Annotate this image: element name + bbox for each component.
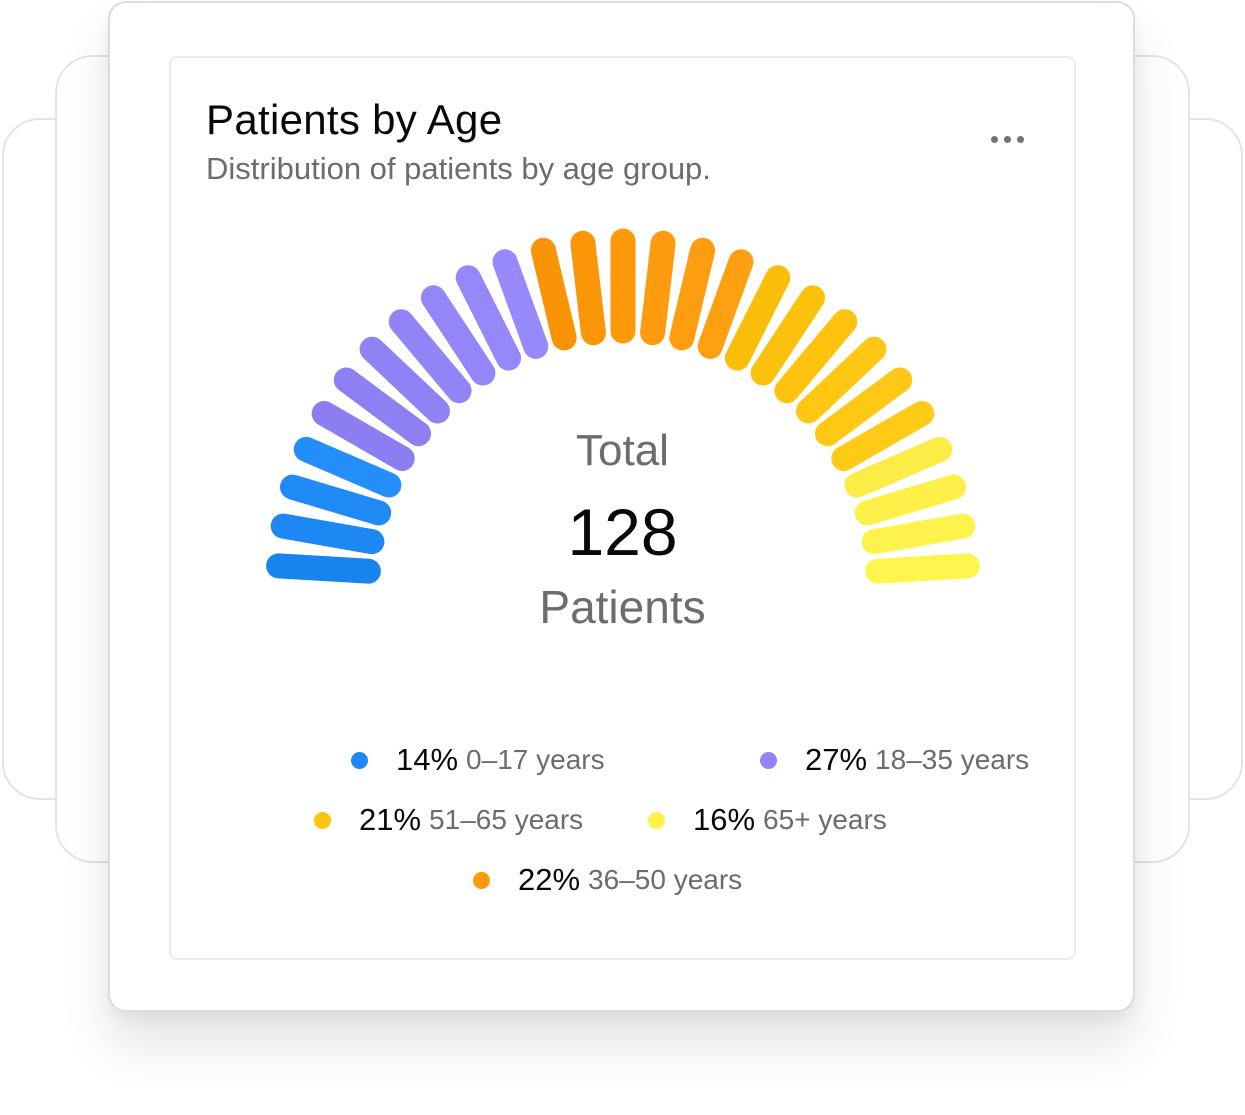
more-horizontal-icon xyxy=(1016,135,1024,143)
gauge-bar xyxy=(420,285,496,386)
gauge-bar xyxy=(333,367,431,447)
chart-subtitle: Distribution of patients by age group. xyxy=(206,151,711,186)
total-value: 128 xyxy=(567,495,678,569)
gauge-bar xyxy=(796,336,887,424)
age-gauge-chart xyxy=(266,228,980,584)
legend-range: 51–65 years xyxy=(429,804,584,835)
legend-item: 16% 65+ years xyxy=(648,802,887,838)
gauge-bar xyxy=(492,249,549,359)
more-horizontal-icon xyxy=(990,135,998,143)
legend-range: 18–35 years xyxy=(875,744,1030,775)
gauge-bar xyxy=(530,237,577,351)
legend-range: 36–50 years xyxy=(588,864,743,895)
total-unit: Patients xyxy=(539,581,706,633)
gauge-bar xyxy=(270,513,385,555)
legend-item: 14% 0–17 years xyxy=(351,742,605,778)
gauge-bar xyxy=(293,436,402,498)
total-label: Total xyxy=(576,426,669,475)
legend-dot xyxy=(648,811,665,829)
gauge-bar xyxy=(750,285,826,386)
more-options-button[interactable] xyxy=(977,124,1037,154)
legend-percent: 21% xyxy=(359,802,422,837)
chart-panel: Patients by Age Distribution of patients… xyxy=(169,56,1076,960)
gauge-bar xyxy=(388,309,472,404)
more-horizontal-icon xyxy=(1003,135,1011,143)
gauge-bar xyxy=(640,230,676,346)
gauge-bar xyxy=(861,513,976,555)
legend-percent: 16% xyxy=(693,802,756,837)
gauge-bar xyxy=(359,336,450,424)
gauge-bar xyxy=(280,474,392,526)
gauge-bar xyxy=(854,474,966,526)
legend-range: 0–17 years xyxy=(466,744,605,775)
gauge-bar xyxy=(815,367,913,447)
legend-item: 21% 51–65 years xyxy=(314,802,583,838)
gauge-bar xyxy=(831,401,935,471)
legend-item: 27% 18–35 years xyxy=(760,742,1029,778)
legend-dot xyxy=(314,811,331,829)
legend-dot xyxy=(473,871,490,889)
gauge-bar xyxy=(455,265,522,371)
gauge-bar xyxy=(774,309,858,404)
gauge-bar xyxy=(266,553,381,584)
gauge-bar xyxy=(697,249,754,359)
legend-dot xyxy=(760,751,777,769)
chart-title: Patients by Age xyxy=(206,96,503,143)
legend-item: 22% 36–50 years xyxy=(473,862,742,898)
legend-percent: 22% xyxy=(518,862,581,897)
gauge-bar xyxy=(844,436,953,498)
gauge-bar xyxy=(311,401,415,471)
chart-card: Patients by Age Distribution of patients… xyxy=(108,1,1135,1012)
gauge-bar xyxy=(669,237,716,351)
legend-dot xyxy=(351,751,368,769)
legend-percent: 14% xyxy=(396,742,459,777)
legend-percent: 27% xyxy=(805,742,868,777)
gauge-bar xyxy=(570,230,606,346)
legend-range: 65+ years xyxy=(763,804,887,835)
gauge-bar xyxy=(724,265,791,371)
gauge-bar xyxy=(865,553,980,584)
